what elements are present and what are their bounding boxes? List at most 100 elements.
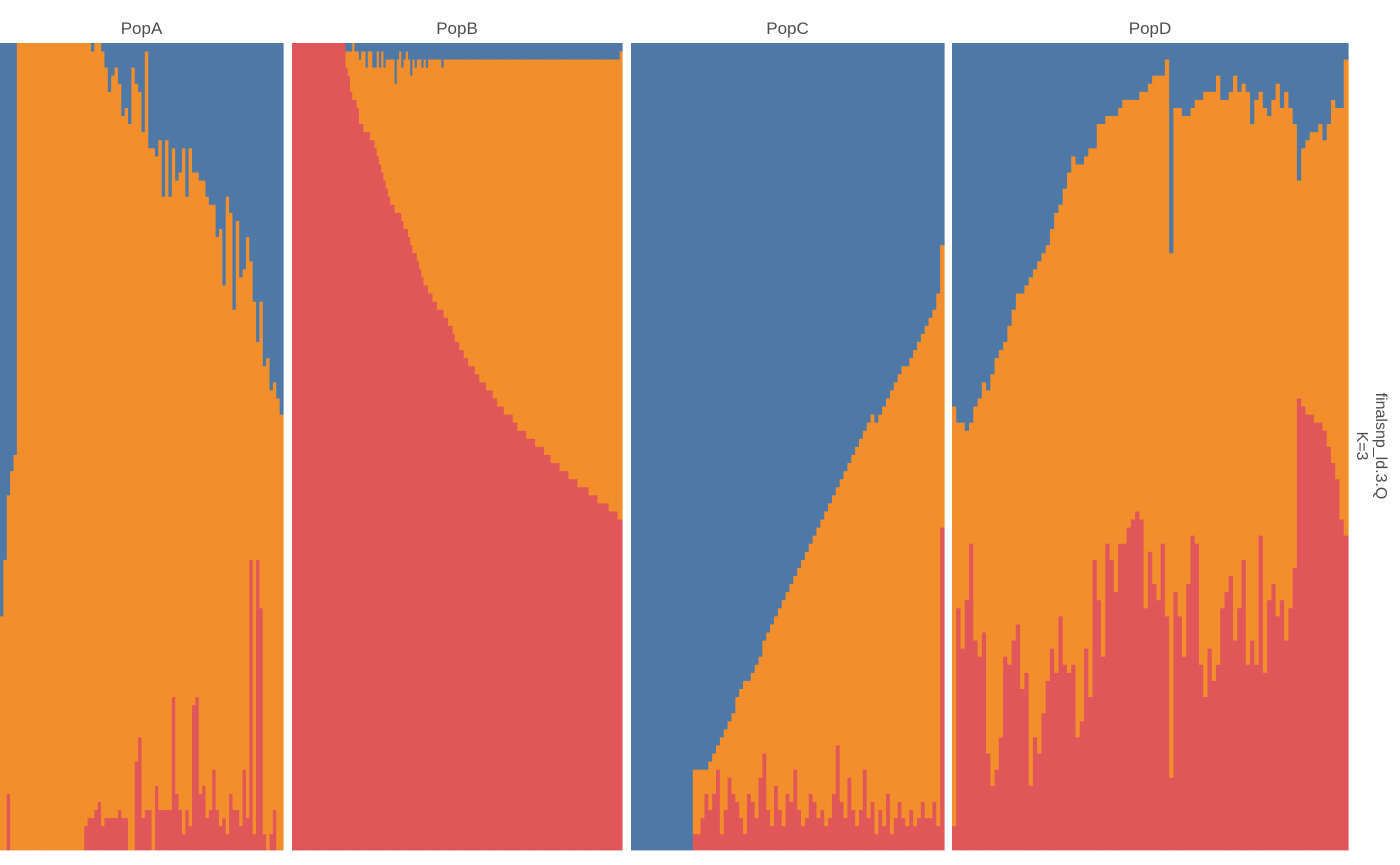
bar-popd-47-blue bbox=[1152, 43, 1157, 76]
bar-popc-77-red bbox=[928, 817, 933, 851]
bar-popb-72-orange bbox=[452, 59, 456, 334]
bar-popb-80-blue bbox=[470, 43, 474, 60]
bar-popb-80-orange bbox=[470, 59, 474, 367]
bar-popd-38-orange bbox=[1113, 115, 1119, 593]
bar-popd-4-blue bbox=[969, 43, 974, 423]
bar-popd-49-red bbox=[1160, 543, 1166, 851]
bar-popc-2-blue bbox=[638, 43, 644, 851]
bar-popb-137-orange bbox=[597, 59, 601, 504]
bar-popd-83-red bbox=[1305, 414, 1311, 851]
bar-popb-25-red bbox=[347, 75, 351, 851]
bar-popa-44-blue bbox=[148, 43, 153, 149]
bar-popc-18-red bbox=[700, 817, 706, 851]
bar-popd-89-red bbox=[1330, 462, 1336, 851]
bar-popa-59-orange bbox=[198, 180, 203, 794]
bar-popc-29-orange bbox=[743, 680, 748, 835]
bar-popb-122-red bbox=[564, 470, 567, 851]
bar-popa-67-orange bbox=[225, 196, 230, 835]
bar-popd-44-red bbox=[1139, 519, 1145, 851]
bar-popc-65-red bbox=[882, 825, 887, 851]
bar-popd-68-orange bbox=[1241, 83, 1247, 560]
bar-popb-95-orange bbox=[503, 59, 507, 415]
bar-popb-50-red bbox=[403, 228, 407, 851]
bar-popb-121-blue bbox=[561, 43, 565, 60]
bar-popd-70-red bbox=[1250, 640, 1255, 851]
bar-popb-99-blue bbox=[512, 43, 516, 60]
bar-popb-143-red bbox=[610, 511, 614, 851]
bar-popd-72-orange bbox=[1258, 91, 1264, 536]
bar-popd-50-red bbox=[1164, 615, 1170, 851]
bar-popc-77-orange bbox=[928, 317, 933, 819]
bar-popb-90-red bbox=[492, 398, 496, 851]
bar-popa-6-orange bbox=[20, 43, 25, 851]
bar-popd-31-blue bbox=[1084, 43, 1089, 157]
bar-popb-91-blue bbox=[494, 43, 498, 60]
bar-popb-123-orange bbox=[566, 59, 570, 472]
bar-popc-39-blue bbox=[781, 43, 787, 601]
bar-popb-58-red bbox=[421, 277, 425, 851]
bar-popb-118-blue bbox=[555, 43, 558, 60]
bar-popb-82-red bbox=[474, 373, 478, 851]
bar-popb-114-blue bbox=[546, 43, 550, 60]
bar-popb-62-blue bbox=[430, 43, 434, 60]
bar-popb-60-blue bbox=[425, 43, 429, 68]
bar-popb-139-blue bbox=[601, 43, 605, 60]
bar-popc-37-blue bbox=[773, 43, 779, 617]
bar-popd-15-blue bbox=[1015, 43, 1021, 294]
bar-popb-66-red bbox=[439, 309, 442, 851]
bar-popa-30-orange bbox=[101, 51, 106, 827]
bar-popd-27-red bbox=[1066, 672, 1072, 851]
bar-popb-32-red bbox=[363, 131, 367, 851]
bar-popb-79-blue bbox=[468, 43, 471, 60]
bar-popb-108-blue bbox=[532, 43, 536, 60]
bar-popa-26-orange bbox=[87, 43, 92, 819]
bar-popb-74-orange bbox=[457, 59, 460, 342]
bar-popb-76-red bbox=[461, 349, 465, 851]
bar-popb-30-blue bbox=[358, 43, 362, 60]
bar-popd-10-red bbox=[994, 769, 1000, 851]
bar-popb-118-red bbox=[555, 462, 558, 851]
bar-popd-82-orange bbox=[1301, 147, 1307, 407]
bar-popa-63-orange bbox=[212, 204, 217, 770]
bar-popb-88-orange bbox=[488, 59, 492, 391]
bar-popa-23-orange bbox=[77, 43, 82, 851]
bar-popc-70-blue bbox=[901, 43, 906, 367]
bar-popa-33-red bbox=[111, 817, 116, 851]
bar-popd-9-orange bbox=[990, 373, 996, 786]
bar-popd-57-blue bbox=[1194, 43, 1200, 100]
bar-popd-3-red bbox=[964, 599, 970, 851]
bar-popd-0-blue bbox=[952, 43, 957, 407]
bar-popd-29-blue bbox=[1075, 43, 1081, 165]
bar-popc-36-orange bbox=[770, 624, 775, 827]
bar-popc-10-blue bbox=[669, 43, 675, 851]
bar-popd-21-red bbox=[1041, 712, 1047, 851]
bar-popd-16-orange bbox=[1020, 293, 1025, 689]
bar-popc-79-orange bbox=[936, 293, 941, 827]
bar-popc-46-red bbox=[808, 793, 814, 851]
bar-popd-18-orange bbox=[1028, 277, 1034, 786]
bar-popd-29-orange bbox=[1075, 164, 1081, 738]
bar-popb-126-blue bbox=[572, 43, 576, 60]
bar-popb-28-blue bbox=[354, 43, 358, 52]
bar-popb-99-orange bbox=[512, 59, 516, 423]
bar-popb-70-blue bbox=[448, 43, 451, 60]
bar-popb-61-red bbox=[428, 293, 431, 851]
bar-popd-44-orange bbox=[1139, 91, 1145, 520]
bar-popb-142-orange bbox=[608, 59, 612, 512]
bar-popa-52-blue bbox=[175, 43, 180, 181]
bar-popd-58-blue bbox=[1198, 43, 1204, 100]
bar-popa-64-blue bbox=[215, 43, 220, 238]
bar-popc-53-orange bbox=[835, 486, 841, 746]
bar-popc-47-orange bbox=[812, 535, 818, 802]
bar-popb-131-red bbox=[584, 486, 587, 851]
bar-popb-47-blue bbox=[396, 43, 400, 60]
bar-popd-85-red bbox=[1313, 422, 1319, 851]
bar-popa-54-orange bbox=[181, 147, 186, 835]
bar-popb-131-blue bbox=[584, 43, 587, 60]
bar-popb-145-red bbox=[615, 511, 619, 851]
bar-popb-38-blue bbox=[376, 43, 380, 52]
bar-popb-64-orange bbox=[434, 59, 438, 302]
bar-popc-29-red bbox=[743, 833, 748, 851]
bar-popa-9-orange bbox=[30, 43, 35, 851]
bar-popa-82-orange bbox=[276, 398, 281, 851]
